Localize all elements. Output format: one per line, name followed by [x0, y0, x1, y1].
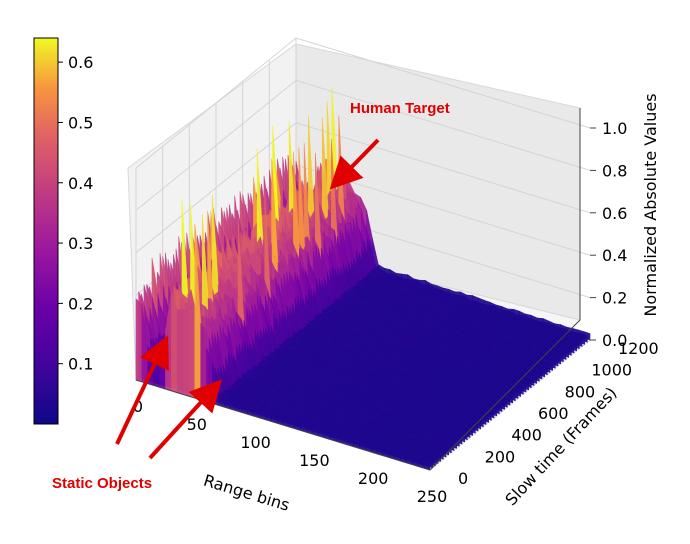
x-axis-label: Range bins — [201, 471, 292, 515]
static-objects-annotation: Static Objects — [52, 475, 152, 492]
axis-lines — [135, 108, 581, 471]
colorbar-tick-label: 0.4 — [68, 174, 93, 193]
colorbar: 0.1 0.2 0.3 0.4 0.5 0.6 — [33, 37, 93, 425]
y-axis-label: Slow time (Frames) — [501, 383, 620, 509]
x-tick-label: 50 — [187, 415, 207, 434]
y-tick-label: 1200 — [618, 339, 659, 358]
x-tick-label: 0 — [133, 397, 143, 416]
gridline-z — [135, 79, 591, 211]
z-tick-label: 0.8 — [602, 161, 627, 180]
y-tick-label: 600 — [538, 404, 569, 423]
x-tick-label: 150 — [299, 451, 330, 470]
human-target-arrow — [329, 138, 380, 190]
static-objects-arrow-2 — [148, 379, 223, 460]
gridline-z — [135, 37, 591, 169]
y-ticks: 0 200 400 600 800 1000 1200 — [458, 339, 659, 488]
colorbar-tick-label: 0.3 — [68, 234, 93, 253]
static-objects-arrow-1 — [115, 335, 169, 445]
y-tick-label: 400 — [511, 426, 542, 445]
x-ticks: 0 50 100 150 200 250 — [133, 397, 447, 506]
colorbar-tick-label: 0.2 — [68, 294, 93, 313]
colorbar-tick-label: 0.1 — [68, 355, 93, 374]
y-tick-label: 1000 — [591, 361, 632, 380]
colorbar-ticks: 0.1 0.2 0.3 0.4 0.5 0.6 — [58, 53, 93, 374]
surface-patch — [170, 291, 178, 394]
colorbar-tick-label: 0.5 — [68, 113, 93, 132]
z-axis-label: Normalized Absolute Values — [641, 93, 660, 316]
z-tick-label: 0.2 — [602, 289, 627, 308]
colorbar-gradient — [33, 37, 59, 425]
human-target-annotation: Human Target — [350, 100, 450, 117]
z-tick-label: 1.0 — [602, 119, 627, 138]
z-tick-label: 0.4 — [602, 246, 627, 265]
y-tick-label: 200 — [485, 447, 516, 466]
x-tick-label: 250 — [417, 487, 448, 506]
x-tick-label: 200 — [358, 469, 389, 488]
surface-patch — [135, 298, 143, 383]
z-tick-label: 0.0 — [602, 331, 627, 350]
annotations: Human Target Static Objects — [52, 100, 450, 492]
surface-patch — [176, 309, 184, 395]
y-tick-label: 0 — [458, 469, 468, 488]
z-tick-label: 0.6 — [602, 204, 627, 223]
z-ticks: 0.0 0.2 0.4 0.6 0.8 1.0 — [590, 119, 627, 350]
y-tick-label: 800 — [565, 382, 596, 401]
x-axis-line — [135, 379, 431, 471]
surface-patch — [188, 305, 196, 399]
colorbar-tick-label: 0.6 — [68, 53, 93, 72]
gridline-z — [135, 122, 591, 254]
x-tick-label: 100 — [240, 433, 271, 452]
y-axis-line — [429, 319, 581, 471]
surface-plot — [135, 87, 591, 471]
surface-patch — [182, 309, 190, 397]
